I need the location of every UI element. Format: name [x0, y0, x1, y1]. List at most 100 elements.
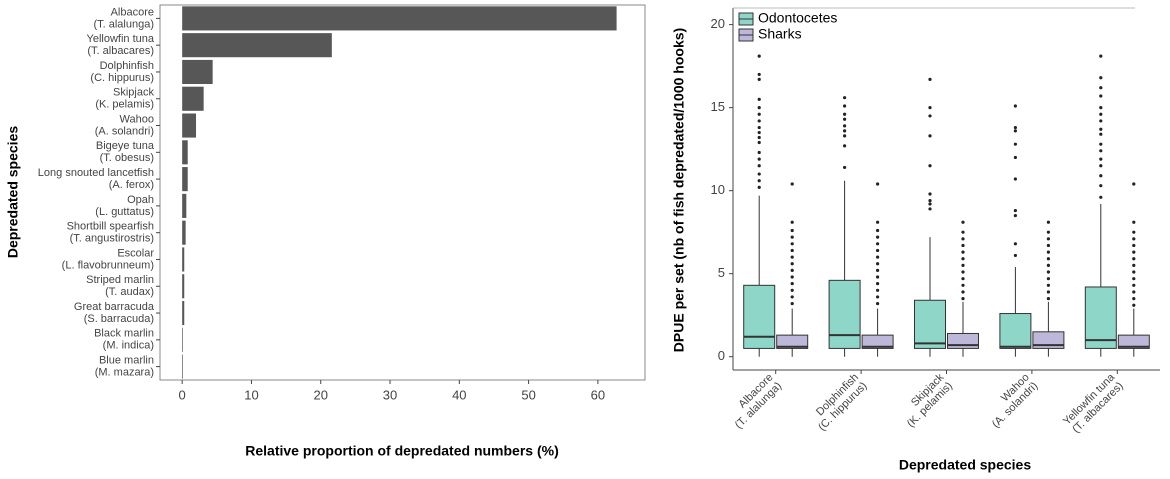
outlier	[1132, 283, 1136, 287]
outlier	[843, 96, 847, 100]
outlier	[843, 112, 847, 116]
outlier	[757, 54, 761, 58]
x-tick-label: 0	[179, 387, 186, 402]
y-tick-label: (M. indica)	[103, 340, 154, 352]
outlier	[876, 282, 880, 286]
outlier	[928, 106, 932, 110]
outlier	[876, 228, 880, 233]
outlier	[1132, 230, 1136, 234]
outlier	[1013, 213, 1018, 218]
outlier	[1046, 230, 1050, 234]
outlier	[1099, 106, 1103, 110]
outlier	[1013, 155, 1018, 160]
x-axis-title: Depredated species	[899, 457, 1031, 473]
outlier	[928, 164, 932, 168]
y-axis-title: DPUE per set (nb of fish depredated/1000…	[671, 28, 687, 352]
outlier	[1046, 243, 1050, 248]
legend-background	[736, 9, 848, 47]
x-tick-label: 20	[314, 387, 328, 402]
outlier	[928, 114, 932, 118]
outlier	[1099, 164, 1103, 168]
outlier	[757, 135, 761, 140]
outlier	[928, 199, 932, 203]
bar	[182, 33, 332, 58]
outlier	[961, 277, 965, 281]
bar	[182, 59, 213, 85]
x-axis-title: Relative proportion of depredated number…	[245, 443, 558, 459]
outlier	[1132, 270, 1136, 274]
y-tick-label: 0	[718, 348, 725, 363]
outlier	[790, 242, 794, 246]
outlier	[1013, 129, 1018, 133]
x-tick-label: 40	[452, 387, 466, 402]
x-tick-label: 10	[244, 387, 258, 402]
y-tick-label: Great barracuda	[74, 301, 155, 313]
outlier	[790, 248, 794, 253]
box	[776, 334, 809, 349]
outlier	[961, 230, 965, 234]
outlier	[1046, 257, 1050, 261]
bar	[182, 327, 183, 352]
outlier	[790, 268, 794, 272]
outlier	[1132, 296, 1136, 301]
y-tick-label: Albacore	[111, 6, 154, 18]
outlier	[876, 248, 880, 253]
outlier	[1132, 290, 1136, 294]
y-tick-label: (K. pelamis)	[95, 99, 154, 111]
outlier	[961, 257, 965, 261]
box	[743, 284, 776, 349]
outlier	[1099, 142, 1103, 146]
outlier	[1099, 149, 1103, 153]
outlier	[1132, 243, 1136, 248]
outlier	[790, 220, 794, 224]
plot-border	[159, 4, 646, 381]
box	[1117, 334, 1150, 349]
outlier	[843, 129, 847, 133]
outlier	[790, 182, 794, 186]
outlier	[790, 288, 794, 292]
outlier	[1099, 119, 1103, 123]
bar	[182, 220, 186, 245]
outlier	[1099, 112, 1103, 116]
bar	[182, 247, 185, 272]
outlier	[876, 220, 880, 224]
outlier	[876, 301, 880, 306]
outlier	[1046, 263, 1050, 267]
bar	[182, 193, 187, 218]
y-tick-label: (A. ferox)	[109, 179, 154, 191]
outlier	[790, 262, 794, 266]
y-axis-title: Depredated species	[5, 126, 21, 258]
outlier	[757, 77, 761, 82]
y-tick-label: (C. hippurus)	[90, 72, 154, 84]
y-tick-label: 20	[711, 16, 725, 31]
y-tick-label: (T. alalunga)	[93, 18, 154, 30]
y-tick-label: Long snouted lancetfish	[38, 167, 154, 179]
y-tick-label: Escolar	[117, 247, 154, 259]
box	[861, 334, 894, 349]
outlier	[843, 134, 847, 138]
outlier	[1013, 142, 1018, 146]
outlier	[961, 270, 965, 274]
outlier	[757, 72, 761, 77]
outlier	[1013, 253, 1018, 258]
bar	[182, 274, 185, 299]
outlier	[876, 288, 880, 292]
y-tick-label: Striped marlin	[86, 274, 154, 286]
box	[947, 332, 979, 349]
y-tick-label: (L. flavobrunneum)	[62, 259, 154, 271]
outlier	[1013, 208, 1018, 213]
outlier	[1099, 76, 1103, 80]
bar	[182, 113, 197, 138]
outlier	[757, 125, 761, 130]
outlier	[1099, 94, 1103, 98]
outlier	[961, 290, 965, 294]
outlier	[1099, 195, 1103, 199]
y-tick-label: (L. guttatus)	[95, 206, 154, 218]
outlier	[757, 106, 761, 110]
outlier	[1099, 184, 1103, 188]
y-tick-label: Yellowfin tuna	[87, 33, 155, 45]
y-tick-label: (T. obesus)	[100, 152, 154, 164]
outlier	[876, 275, 880, 279]
outlier	[1046, 296, 1050, 301]
